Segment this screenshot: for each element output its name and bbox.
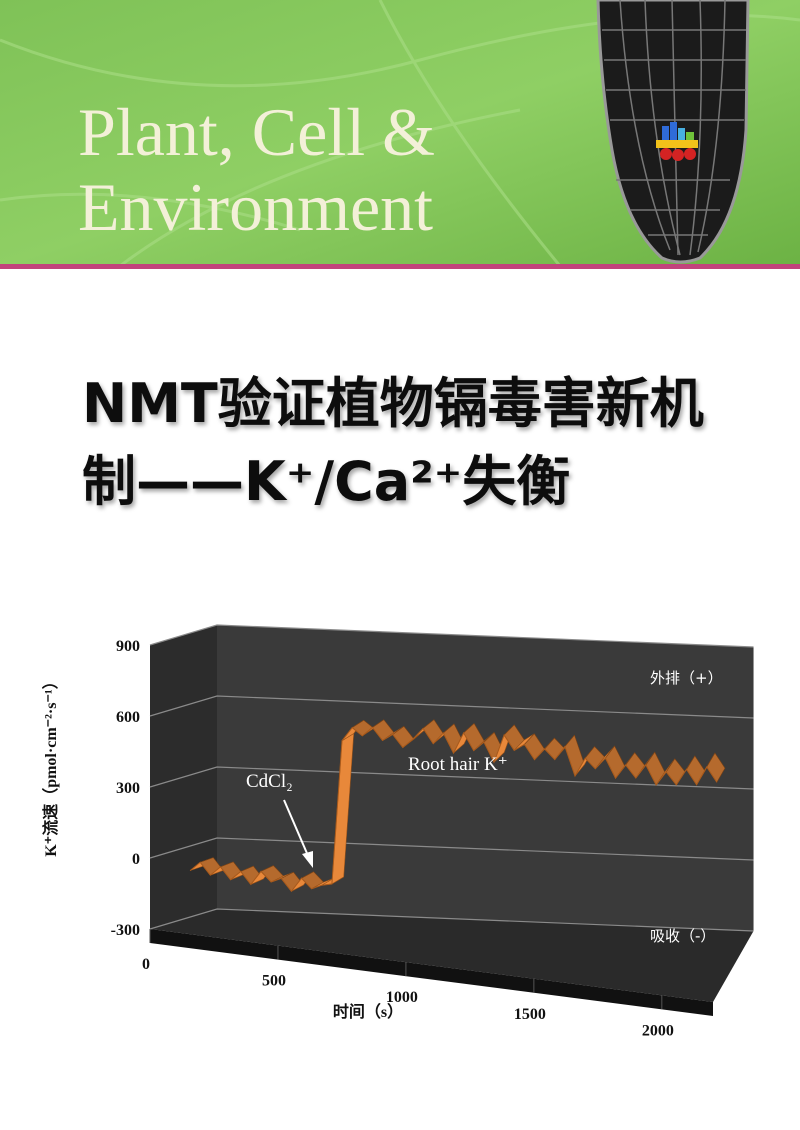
- floor-edge: [150, 929, 713, 1016]
- x-axis-title: 时间（s）: [333, 1002, 403, 1021]
- annotation-arrow: [283, 799, 310, 859]
- y-axis-title: K⁺流速（pmol·cm⁻²·s⁻¹）: [41, 673, 60, 856]
- grid-line: [149, 766, 754, 790]
- root-marker: [656, 122, 698, 161]
- annotation: CdCl₂: [246, 771, 293, 792]
- root-image: [596, 0, 750, 264]
- x-tick-label: 1000: [386, 989, 418, 1006]
- article-title: 制——K⁺/Ca²⁺失衡: [82, 450, 570, 513]
- floor: [150, 909, 754, 1002]
- y-tick-label: 300: [116, 780, 140, 797]
- journal-title: Plant, Cell &: [78, 94, 435, 170]
- grid-line: [149, 624, 754, 648]
- x-tick-label: 1500: [514, 1006, 546, 1023]
- grid-line: [149, 695, 754, 719]
- grid-line: [149, 837, 754, 861]
- ribbon-edge: [189, 726, 718, 893]
- annotation: 吸收（-）: [650, 927, 715, 945]
- x-tick-label: 0: [142, 956, 150, 973]
- y-tick-label: 900: [116, 638, 140, 655]
- y-tick-label: -300: [111, 922, 140, 939]
- y-tick-label: 600: [116, 709, 140, 726]
- header: Plant, Cell & Environment: [0, 0, 800, 269]
- x-tick-label: 2000: [642, 1022, 674, 1039]
- y-tick-label: 0: [132, 851, 140, 868]
- series-label: Root hair K⁺: [408, 754, 508, 775]
- article-title: NMT验证植物镉毒害新机: [82, 372, 704, 435]
- grid-line: [149, 908, 754, 932]
- annotation-arrowhead: [302, 851, 313, 868]
- x-tick-label: 500: [262, 973, 286, 990]
- journal-title: Environment: [78, 169, 433, 245]
- annotation: 外排（+）: [650, 669, 723, 687]
- header-rule: [0, 264, 800, 269]
